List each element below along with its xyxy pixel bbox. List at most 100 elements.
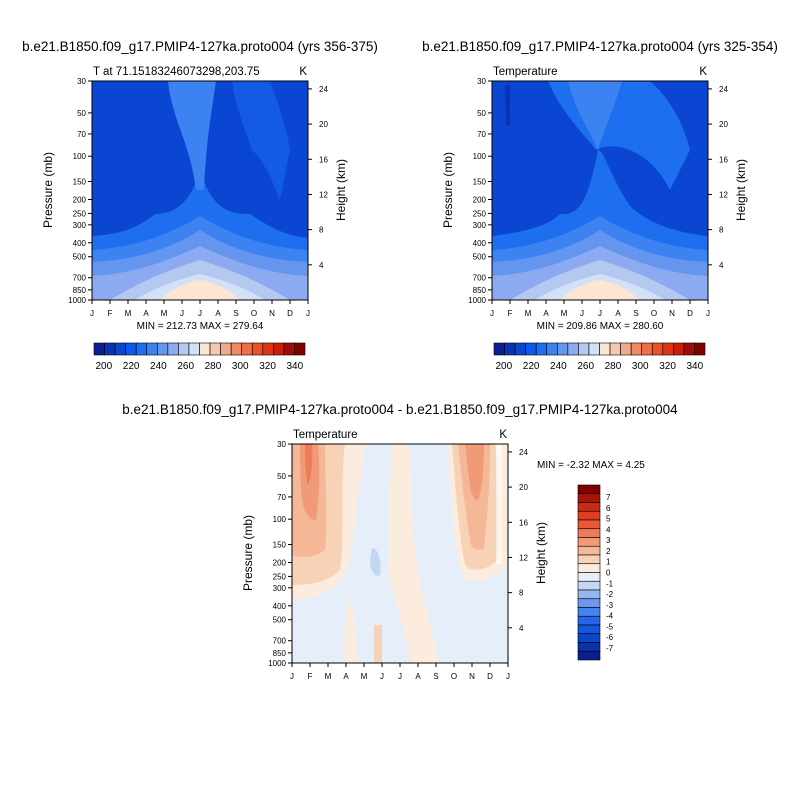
colorbar-label: -7	[606, 644, 614, 653]
colorbar-cell	[577, 484, 601, 495]
colorbar-cell	[620, 342, 632, 356]
x-tick-label: J	[506, 672, 510, 681]
y2-tick-label: 12	[719, 190, 728, 199]
colorbar-cells	[93, 342, 306, 356]
x-tick-label: M	[125, 309, 132, 318]
colorbar-cell	[577, 580, 601, 591]
y-tick-label: 250	[73, 209, 87, 218]
contour-band-pos-0-1-mid	[389, 444, 438, 663]
colorbar-cell	[556, 342, 569, 356]
x-tick-label: S	[233, 309, 238, 318]
colorbar-cell	[577, 502, 601, 512]
colorbar-label: 280	[205, 361, 222, 372]
min-max-stats: MIN = 209.86 MAX = 280.60	[537, 321, 664, 332]
plot-units-label: K	[699, 66, 707, 78]
y2-axis-label: Height (km)	[334, 159, 348, 221]
min-max-stats: MIN = -2.32 MAX = 4.25	[537, 460, 645, 471]
y-tick-label: 150	[473, 178, 487, 187]
contour-band-pos-3-4-right	[465, 444, 484, 500]
y-tick-label: 1000	[468, 296, 486, 305]
colorbar-cell	[220, 342, 232, 356]
y2-tick-label: 4	[719, 261, 724, 270]
colorbar-cell	[577, 633, 601, 643]
y-tick-label: 400	[73, 239, 87, 248]
y2-tick-label: 8	[319, 226, 324, 235]
colorbar-cell	[599, 342, 611, 356]
contour-band-277	[560, 280, 640, 300]
colorbar-cell	[662, 342, 674, 356]
x-tick-label: F	[508, 309, 513, 318]
colorbar-label: 300	[232, 361, 249, 372]
colorbar-label: -4	[606, 612, 614, 621]
colorbar: 200 220 240 260 280 300 320 340	[93, 342, 306, 372]
colorbar-cell	[577, 642, 601, 652]
y-tick-label: 700	[273, 637, 287, 646]
y-tick-label: 300	[273, 584, 287, 593]
contour-band-neg-1-2-spot	[370, 548, 381, 576]
colorbar-label: 200	[95, 361, 112, 372]
y-tick-label: 200	[73, 195, 87, 204]
y-tick-label: 200	[273, 558, 287, 567]
x-tick-label: M	[525, 309, 532, 318]
y-axis-right: 24 20 16 12 8 4	[308, 85, 328, 270]
colorbar-cell	[577, 510, 601, 521]
colorbar-labels: 200 220 240 260 280 300 320 340	[495, 361, 703, 372]
x-tick-label: F	[108, 309, 113, 318]
y-tick-label: 1000	[68, 296, 86, 305]
x-tick-label: J	[180, 309, 184, 318]
x-tick-label: N	[269, 309, 275, 318]
colorbar-label: 280	[605, 361, 622, 372]
colorbar-cell	[577, 563, 601, 573]
colorbar-label: 220	[523, 361, 540, 372]
y2-tick-label: 4	[319, 261, 324, 270]
plot-units-label: K	[299, 66, 307, 78]
colorbar-cell	[125, 342, 137, 356]
y-tick-label: 50	[277, 472, 286, 481]
y2-tick-label: 20	[519, 483, 528, 492]
y-tick-label: 300	[473, 221, 487, 230]
colorbar-cell	[157, 342, 169, 356]
panel-bottom-difference: b.e21.B1850.f09_g17.PMIP4-127ka.proto004…	[122, 402, 678, 681]
contour-band-212-upper	[568, 81, 622, 150]
plot-left-label: Temperature	[293, 429, 358, 441]
colorbar-labels: 7 6 54 3 2 1 0-1 -2 -3 -4-5 -6 -7	[606, 493, 614, 653]
contour-field	[92, 81, 308, 300]
y2-tick-label: 16	[719, 155, 728, 164]
x-tick-label: J	[706, 309, 710, 318]
plot-units-label: K	[499, 429, 507, 441]
y-axis-right: 24 20 16 12 8 4	[508, 448, 528, 633]
colorbar-label: 320	[659, 361, 676, 372]
colorbar-cell	[262, 342, 274, 356]
y-tick-label: 850	[473, 286, 487, 295]
panel-title: b.e21.B1850.f09_g17.PMIP4-127ka.proto004…	[22, 39, 378, 54]
colorbar-cell	[546, 342, 558, 356]
y-tick-label: 700	[473, 274, 487, 283]
colorbar-label: 5	[606, 515, 611, 524]
colorbar-cell	[209, 342, 221, 356]
colorbar-label: 220	[123, 361, 140, 372]
colorbar-label: 1	[606, 558, 611, 567]
y-axis-label: Pressure (mb)	[241, 515, 255, 591]
colorbar-label: 200	[495, 361, 512, 372]
x-tick-label: S	[633, 309, 638, 318]
x-tick-label: O	[251, 309, 257, 318]
colorbar-label: 320	[259, 361, 276, 372]
colorbar-cell	[683, 342, 695, 356]
x-tick-label: J	[90, 309, 94, 318]
contour-band-white-strip	[496, 444, 502, 564]
x-tick-label: J	[380, 672, 384, 681]
colorbar-labels: 200 220 240 260 280 300 320 340	[95, 361, 303, 372]
y-tick-label: 500	[273, 616, 287, 625]
y-tick-label: 70	[477, 130, 486, 139]
colorbar-cell	[294, 342, 306, 356]
colorbar-cell	[178, 342, 190, 356]
contour-band-pos-0-1-tail	[344, 600, 358, 663]
colorbar-label: -5	[606, 622, 614, 631]
x-tick-label: A	[543, 309, 549, 318]
y-tick-label: 70	[77, 130, 86, 139]
colorbar-label: -1	[606, 579, 614, 588]
colorbar-cell	[577, 493, 601, 503]
y-tick-label: 100	[73, 152, 87, 161]
x-tick-label: J	[290, 672, 294, 681]
